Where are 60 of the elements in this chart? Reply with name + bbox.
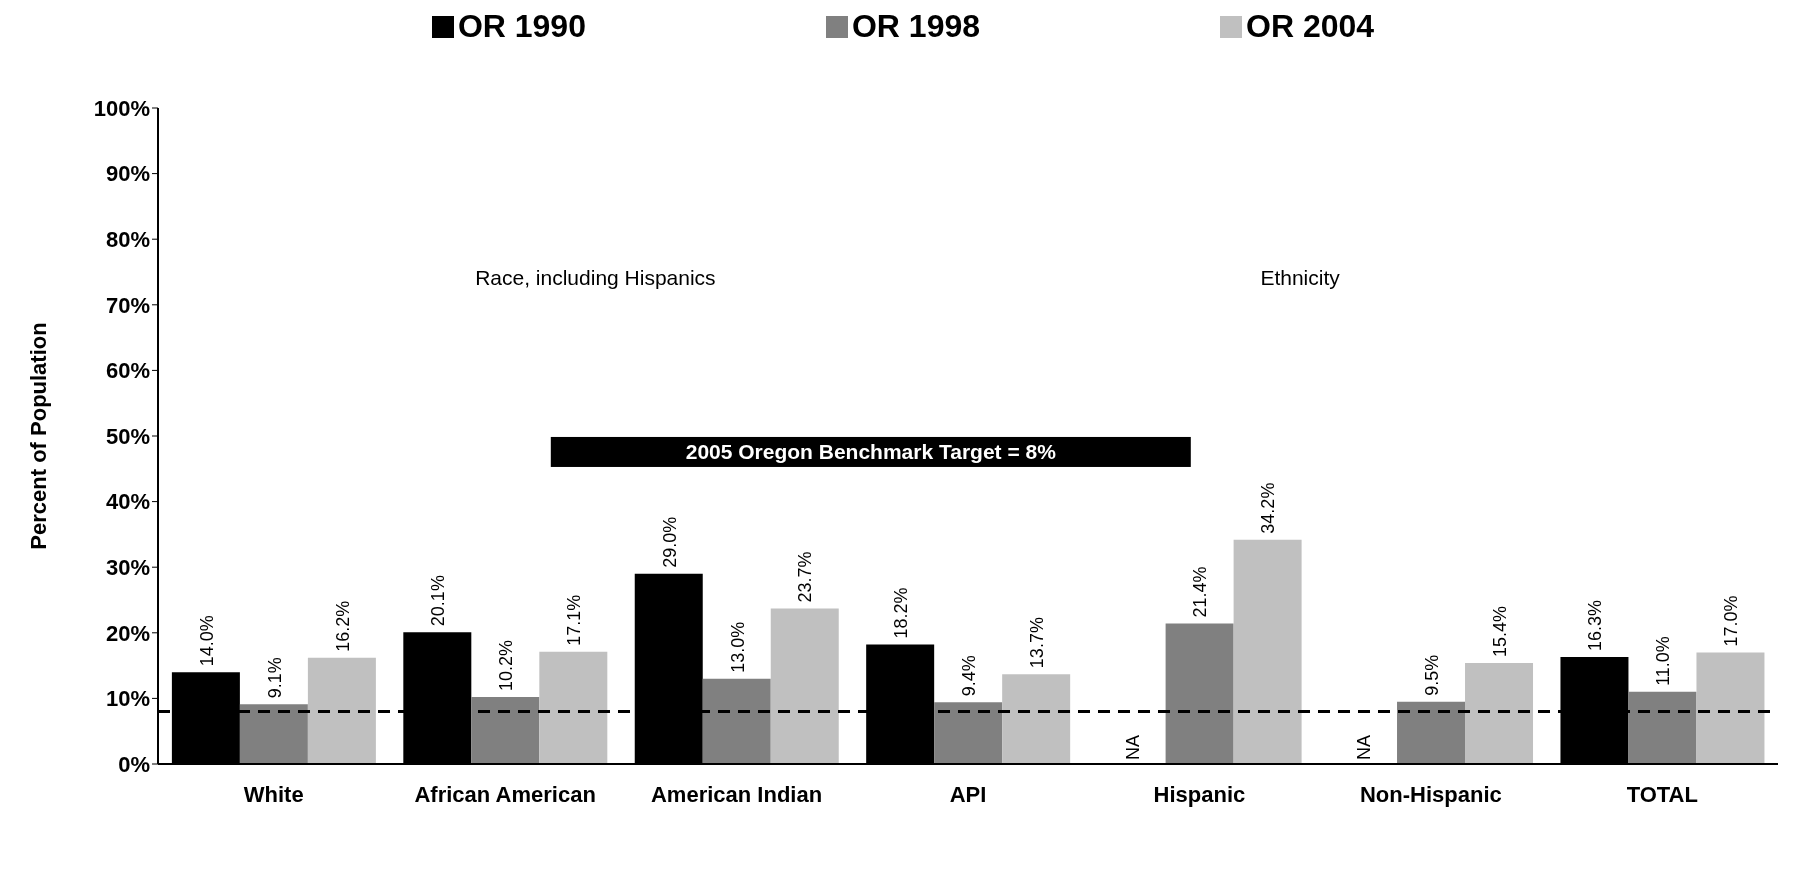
- bar: [1465, 662, 1534, 764]
- y-tick-label: 50%: [105, 423, 150, 449]
- bar: [770, 608, 839, 764]
- x-tick-label: Hispanic: [1153, 782, 1246, 807]
- bar: [539, 651, 608, 764]
- y-tick-label: 20%: [105, 620, 150, 646]
- annotation: Race, including Hispanics: [475, 266, 716, 290]
- y-tick-label: 10%: [105, 686, 150, 712]
- y-tick-label: 80%: [105, 227, 150, 253]
- y-tick-label: 100%: [93, 95, 150, 121]
- data-label: 34.2%: [1258, 482, 1279, 534]
- data-label: 16.3%: [1585, 600, 1606, 652]
- data-label: 14.0%: [196, 615, 217, 667]
- bar: [1628, 691, 1697, 764]
- x-tick-label: African American: [414, 782, 596, 807]
- bar: [307, 657, 376, 764]
- y-axis-title: Percent of Population: [25, 322, 51, 550]
- data-label: 17.1%: [564, 594, 585, 646]
- bar: [1165, 623, 1234, 764]
- y-tick-label: 90%: [105, 161, 150, 187]
- data-label: 21.4%: [1190, 566, 1211, 618]
- bar: [702, 678, 771, 764]
- data-label: 18.2%: [891, 587, 912, 639]
- legend-label: OR 1998: [851, 8, 981, 45]
- y-tick-label: 0%: [118, 751, 150, 777]
- y-tick-label: 70%: [105, 292, 150, 318]
- y-tick-label: 30%: [105, 555, 150, 581]
- data-label: 11.0%: [1653, 636, 1674, 686]
- annotation: 2005 Oregon Benchmark Target = 8%: [685, 439, 1057, 463]
- x-tick-label: American Indian: [650, 782, 823, 807]
- y-tick-label: 40%: [105, 489, 150, 515]
- data-label: 16.2%: [332, 600, 353, 652]
- x-tick-label: Non-Hispanic: [1359, 782, 1502, 807]
- bar: [1002, 674, 1071, 764]
- data-label: 15.4%: [1489, 605, 1510, 657]
- legend-label: OR 2004: [1246, 8, 1375, 45]
- data-label: 13.7%: [1026, 617, 1047, 669]
- bar: [1233, 539, 1302, 764]
- y-tick-label: 60%: [105, 358, 150, 384]
- x-tick-label: TOTAL: [1626, 782, 1698, 807]
- bar: [239, 704, 308, 764]
- data-label: 13.0%: [727, 621, 748, 673]
- bar: [471, 697, 540, 764]
- data-label: 9.5%: [1421, 654, 1442, 696]
- data-label: 17.0%: [1721, 595, 1742, 647]
- data-label: 9.1%: [264, 657, 285, 699]
- annotation: Ethnicity: [1260, 266, 1341, 290]
- data-label: 29.0%: [659, 516, 680, 568]
- bar: [1696, 652, 1765, 764]
- x-tick-label: API: [949, 782, 987, 807]
- data-label: 10.2%: [496, 640, 517, 692]
- text: NA: [1353, 734, 1374, 760]
- data-label: 9.4%: [959, 655, 979, 697]
- legend-label: OR 1990: [457, 8, 586, 45]
- bar: [1397, 701, 1466, 764]
- text: NA: [1122, 734, 1143, 760]
- x-tick-label: White: [243, 782, 304, 807]
- data-label: 20.1%: [428, 575, 449, 627]
- bar: [934, 702, 1003, 764]
- data-label: 23.7%: [795, 551, 816, 603]
